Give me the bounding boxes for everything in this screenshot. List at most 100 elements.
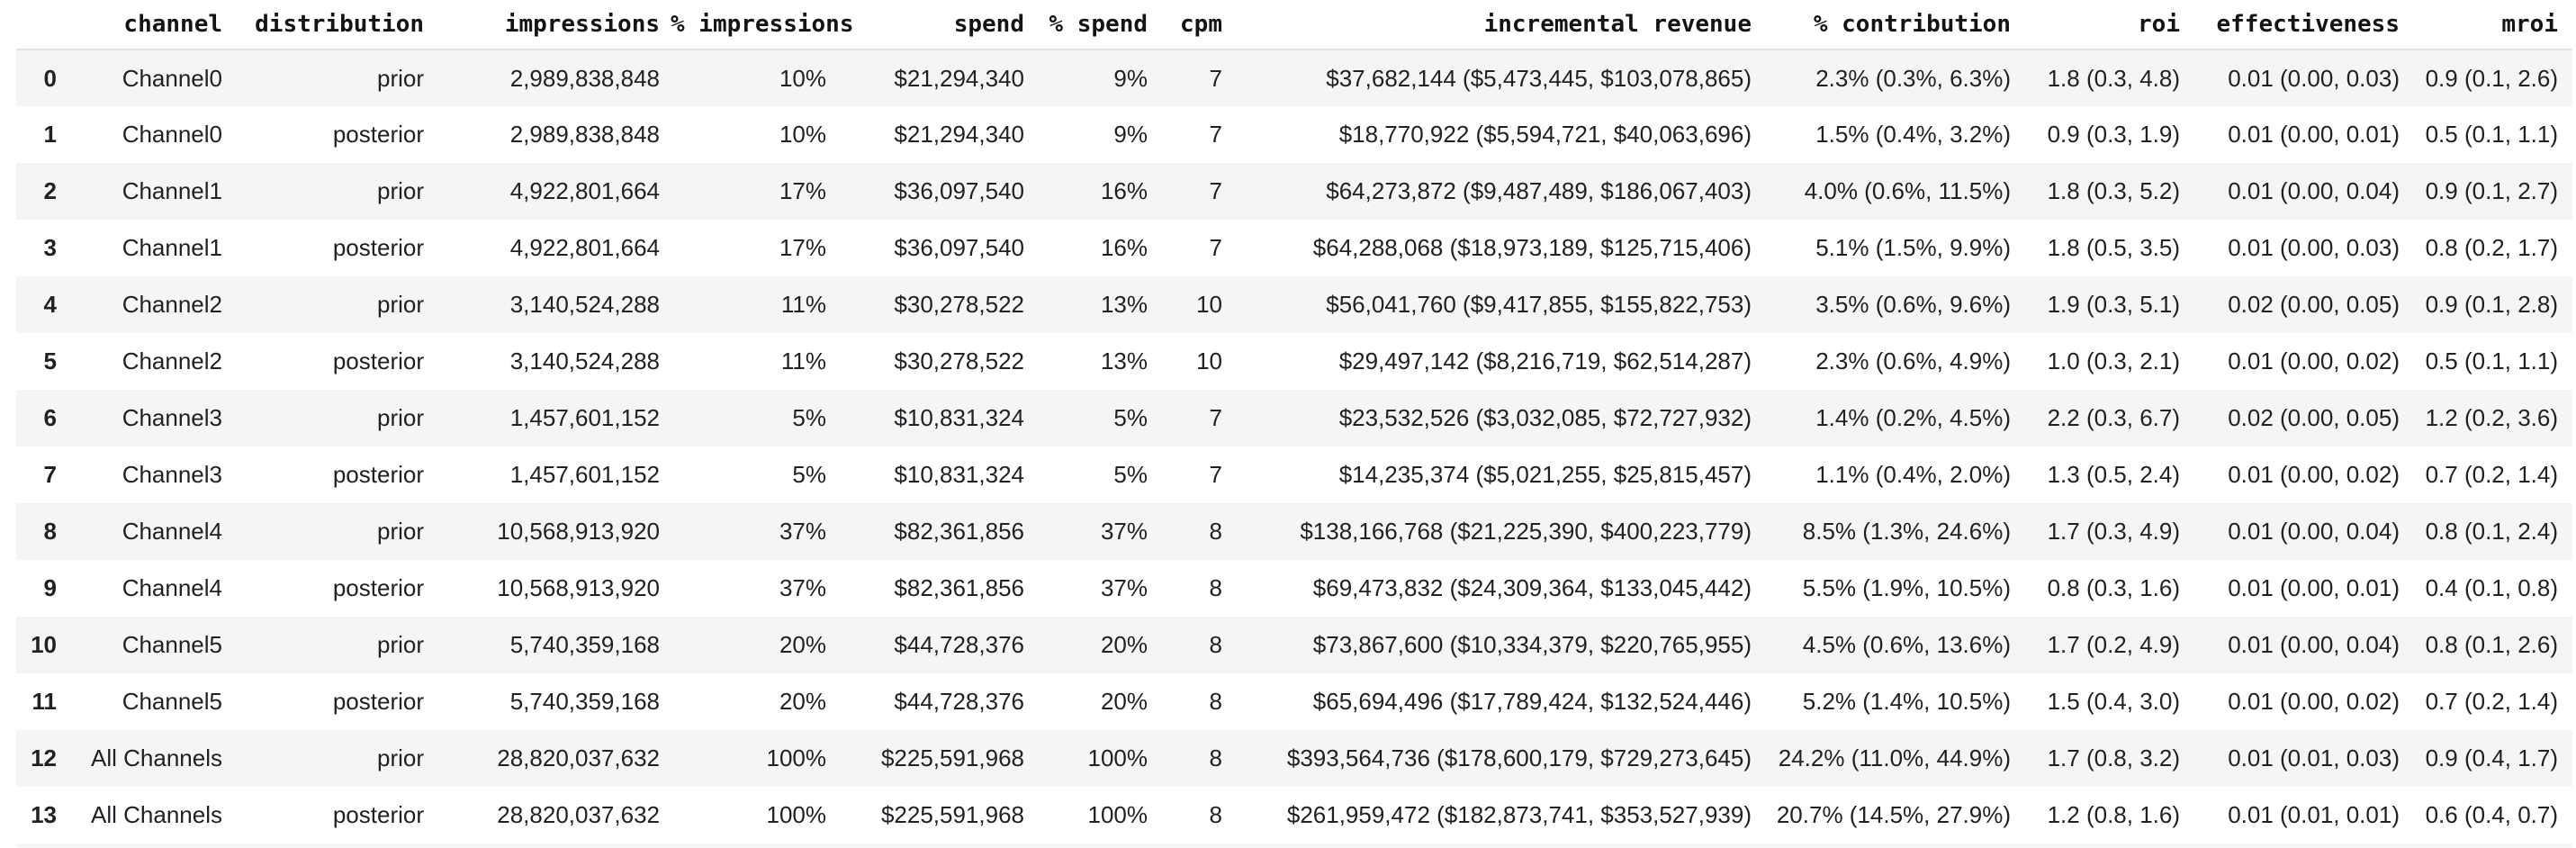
clipped-next-row-sliver — [16, 843, 2572, 848]
cell-incremental-revenue: $56,041,760 ($9,417,855, $155,822,753) — [1326, 291, 1752, 318]
cell-pct-contribution: 24.2% (11.0%, 44.9%) — [1778, 744, 2011, 771]
media-summary-table: channel distribution impressions% impressi… — [16, 0, 2572, 843]
cell-incremental-revenue: $65,694,496 ($17,789,424, $132,524,446) — [1312, 688, 1752, 715]
header-row: channel distribution impressions% impressi… — [16, 0, 2572, 50]
cell-spend: $21,294,340 — [894, 64, 1024, 92]
cell-channel: Channel1 — [122, 234, 222, 261]
column-header-effectiveness: effectiveness — [2191, 0, 2410, 50]
cell-impressions: 5,740,359,168 — [509, 688, 660, 715]
cell-mroi: 0.5 (0.1, 1.1) — [2425, 347, 2558, 374]
cell-roi: 1.7 (0.2, 4.9) — [2047, 631, 2180, 658]
cell-pct-contribution: 1.4% (0.2%, 4.5%) — [1815, 404, 2011, 431]
cell-impressions: 1,457,601,152 — [509, 461, 660, 488]
cell-channel: Channel1 — [122, 177, 222, 204]
cell-pct-spend: 16% — [1100, 177, 1148, 204]
table-row: 7 Channel3 posterior 1,457,601,152 5% $10,831… — [16, 447, 2572, 503]
cell-roi: 1.7 (0.8, 3.2) — [2047, 744, 2180, 771]
cell-pct-spend: 9% — [1113, 121, 1148, 148]
cell-channel: Channel5 — [122, 688, 222, 715]
cell-impressions: 3,140,524,288 — [509, 291, 660, 318]
cell-pct-impressions: 10% — [779, 121, 826, 148]
cell-roi: 1.2 (0.8, 1.6) — [2047, 801, 2180, 828]
cell-distribution: posterior — [332, 461, 424, 488]
cell-impressions: 2,989,838,848 — [509, 121, 660, 148]
cell-incremental-revenue: $393,564,736 ($178,600,179, $729,273,645… — [1286, 744, 1752, 771]
cell-mroi: 0.8 (0.2, 1.7) — [2425, 234, 2558, 261]
cell-impressions: 10,568,913,920 — [497, 518, 660, 545]
cell-pct-spend: 16% — [1100, 234, 1148, 261]
cell-roi: 1.8 (0.3, 4.8) — [2047, 64, 2180, 92]
cell-mroi: 0.5 (0.1, 1.1) — [2425, 121, 2558, 148]
row-index: 2 — [43, 177, 57, 204]
cell-pct-contribution: 5.1% (1.5%, 9.9%) — [1815, 234, 2011, 261]
cell-pct-impressions: 100% — [766, 801, 827, 828]
cell-mroi: 0.7 (0.2, 1.4) — [2425, 461, 2558, 488]
cell-channel: Channel0 — [122, 121, 222, 148]
cell-mroi: 0.9 (0.1, 2.7) — [2425, 177, 2558, 204]
cell-impressions: 10,568,913,920 — [497, 574, 660, 601]
cell-pct-contribution: 8.5% (1.3%, 24.6%) — [1802, 518, 2011, 545]
cell-cpm: 7 — [1209, 404, 1222, 431]
cell-incremental-revenue: $138,166,768 ($21,225,390, $400,223,779) — [1300, 518, 1752, 545]
cell-pct-spend: 13% — [1100, 347, 1148, 374]
cell-pct-impressions: 10% — [779, 64, 826, 92]
cell-impressions: 4,922,801,664 — [509, 234, 660, 261]
cell-roi: 1.3 (0.5, 2.4) — [2047, 461, 2180, 488]
cell-pct-impressions: 5% — [792, 461, 826, 488]
table-row: 11 Channel5 posterior 5,740,359,168 20% $44,7… — [16, 673, 2572, 730]
cell-mroi: 0.6 (0.4, 0.7) — [2425, 801, 2558, 828]
cell-pct-spend: 9% — [1113, 64, 1148, 92]
cell-channel: Channel2 — [122, 347, 222, 374]
table-header: channel distribution impressions% impressi… — [16, 0, 2572, 50]
column-header-impressions: impressions — [435, 0, 671, 50]
index-column-header — [16, 0, 68, 50]
cell-effectiveness: 0.02 (0.00, 0.05) — [2228, 404, 2400, 431]
cell-impressions: 1,457,601,152 — [509, 404, 660, 431]
table-row: 3 Channel1 posterior 4,922,801,664 17% $36,09… — [16, 220, 2572, 276]
cell-spend: $30,278,522 — [894, 291, 1024, 318]
row-index: 3 — [43, 234, 57, 261]
cell-spend: $44,728,376 — [894, 631, 1024, 658]
cell-distribution: posterior — [332, 121, 424, 148]
cell-pct-spend: 100% — [1087, 744, 1148, 771]
table-row: 13 All Channels posterior 28,820,037,632 100… — [16, 787, 2572, 843]
cell-pct-impressions: 37% — [779, 518, 826, 545]
cell-spend: $225,591,968 — [880, 744, 1024, 771]
table-row: 4 Channel2 prior 3,140,524,288 11% $30,278,52… — [16, 276, 2572, 333]
cell-mroi: 0.9 (0.4, 1.7) — [2425, 744, 2558, 771]
table-row: 8 Channel4 prior 10,568,913,920 37% $82,361,8… — [16, 503, 2572, 560]
cell-spend: $36,097,540 — [894, 177, 1024, 204]
cell-spend: $21,294,340 — [894, 121, 1024, 148]
cell-effectiveness: 0.01 (0.01, 0.03) — [2228, 744, 2400, 771]
cell-impressions: 2,989,838,848 — [509, 64, 660, 92]
cell-pct-spend: 13% — [1100, 291, 1148, 318]
cell-mroi: 0.7 (0.2, 1.4) — [2425, 688, 2558, 715]
cell-incremental-revenue: $64,288,068 ($18,973,189, $125,715,406) — [1312, 234, 1752, 261]
cell-roi: 1.5 (0.4, 3.0) — [2047, 688, 2180, 715]
cell-pct-contribution: 4.5% (0.6%, 13.6%) — [1802, 631, 2011, 658]
cell-channel: All Channels — [91, 801, 222, 828]
cell-pct-spend: 20% — [1100, 631, 1148, 658]
cell-spend: $82,361,856 — [894, 574, 1024, 601]
cell-spend: $82,361,856 — [894, 518, 1024, 545]
column-header-distribution: distribution — [233, 0, 435, 50]
column-header-pct-impressions: % impressions — [671, 0, 854, 50]
cell-cpm: 8 — [1209, 744, 1222, 771]
cell-distribution: prior — [376, 64, 424, 92]
cell-cpm: 8 — [1209, 574, 1222, 601]
cell-distribution: prior — [376, 291, 424, 318]
cell-mroi: 0.8 (0.1, 2.6) — [2425, 631, 2558, 658]
column-header-mroi: mroi — [2410, 0, 2572, 50]
row-index: 1 — [43, 121, 57, 148]
cell-effectiveness: 0.01 (0.00, 0.02) — [2228, 347, 2400, 374]
cell-incremental-revenue: $73,867,600 ($10,334,379, $220,765,955) — [1312, 631, 1752, 658]
cell-incremental-revenue: $23,532,526 ($3,032,085, $72,727,932) — [1338, 404, 1752, 431]
cell-incremental-revenue: $64,273,872 ($9,487,489, $186,067,403) — [1326, 177, 1752, 204]
row-index: 4 — [43, 291, 57, 318]
cell-channel: Channel0 — [122, 64, 222, 92]
cell-effectiveness: 0.01 (0.00, 0.03) — [2228, 234, 2400, 261]
cell-distribution: prior — [376, 631, 424, 658]
cell-distribution: posterior — [332, 234, 424, 261]
row-index: 9 — [43, 574, 57, 601]
